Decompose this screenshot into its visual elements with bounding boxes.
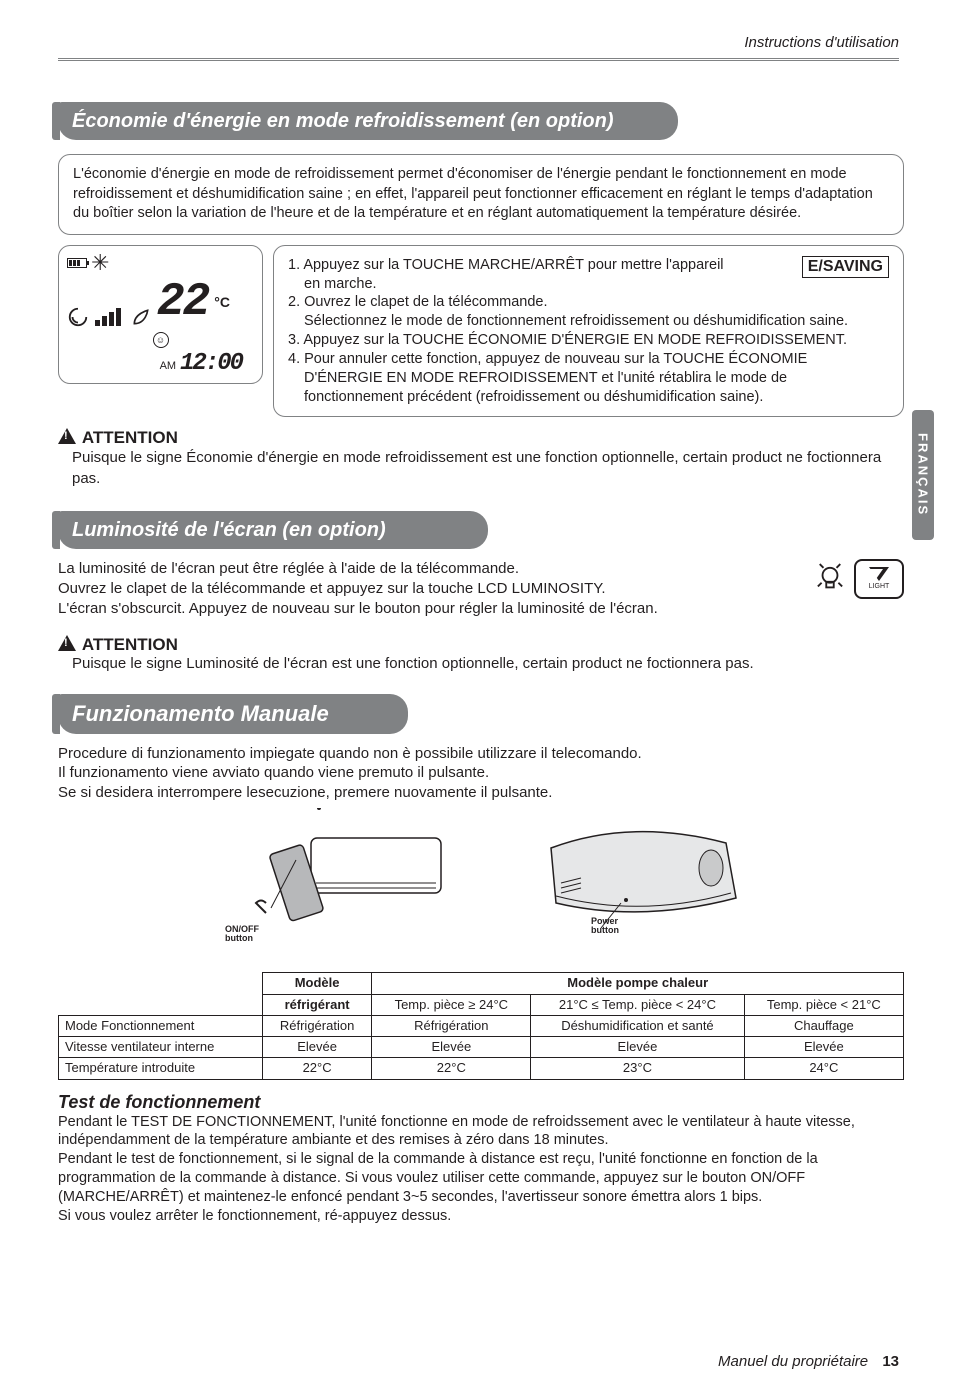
attention2-body: Puisque le signe Luminosité de l'écran e…	[58, 655, 904, 672]
section1-title: Économie d'énergie en mode refroidisseme…	[58, 102, 678, 140]
footer-text: Manuel du propriétaire	[718, 1353, 868, 1370]
r1-label: Mode Fonctionnement	[59, 1015, 263, 1036]
footer-page-number: 13	[882, 1353, 899, 1370]
header-doc-title: Instructions d'utilisation	[744, 34, 899, 51]
step2-line2: Sélectionnez le mode de fonctionnement r…	[288, 312, 889, 331]
attention2-title: ATTENTION	[82, 635, 178, 654]
attention2-heading: ATTENTION	[58, 634, 904, 655]
signal-bars-icon	[95, 306, 125, 328]
th-c1: Temp. pièce ≥ 24°C	[372, 994, 531, 1015]
battery-icon	[67, 258, 87, 268]
r3-v0: 22°C	[262, 1058, 372, 1079]
unit-image-2: Power button	[511, 808, 751, 958]
unit2-label-l2: button	[591, 926, 619, 936]
step4-line2: D'ÉNERGIE EN MODE REFROIDISSEMENT et l'u…	[288, 369, 889, 388]
bulb-icon	[816, 560, 844, 598]
section3-title: Funzionamento Manuale	[58, 694, 408, 734]
modes-table: Modèle Modèle pompe chaleur réfrigérant …	[58, 972, 904, 1079]
unit1-label: ON/OFF button	[225, 925, 259, 945]
r2-v3: Elevée	[744, 1037, 903, 1058]
remote-display: ✳ 22 °C ☺ AM 12:00	[58, 245, 263, 384]
r3-label: Température introduite	[59, 1058, 263, 1079]
r3-v1: 22°C	[372, 1058, 531, 1079]
smiley-icon: ☺	[153, 332, 169, 348]
s3-p3: Se si desidera interrompere lesecuzione,…	[58, 783, 904, 803]
th-c2: 21°C ≤ Temp. pièce < 24°C	[531, 994, 744, 1015]
unit2-label: Power button	[591, 917, 619, 937]
remote-line4: AM 12:00	[67, 350, 254, 377]
r2-v2: Elevée	[531, 1037, 744, 1058]
light-button-label: LIGHT	[869, 583, 890, 590]
light-icons: LIGHT	[816, 559, 904, 599]
step1-line1: 1. Appuyez sur la TOUCHE MARCHE/ARRÊT po…	[288, 256, 788, 275]
footer: Manuel du propriétaire 13	[718, 1353, 899, 1370]
test-p3: Si vous voulez arrêter le fonctionnement…	[58, 1207, 904, 1226]
s3-p2: Il funzionamento viene avviato quando vi…	[58, 763, 904, 783]
r2-v1: Elevée	[372, 1037, 531, 1058]
th-pump: Modèle pompe chaleur	[372, 973, 904, 994]
step3-line1: 3. Appuyez sur la TOUCHE ÉCONOMIE D'ÉNER…	[288, 331, 889, 350]
remote-line2: 22 °C	[67, 276, 254, 328]
table-row: Mode Fonctionnement Réfrigération Réfrig…	[59, 1015, 904, 1036]
table-row: Température introduite 22°C 22°C 23°C 24…	[59, 1058, 904, 1079]
page-content: Économie d'énergie en mode refroidisseme…	[58, 102, 904, 1226]
attention1-title: ATTENTION	[82, 428, 178, 447]
table-header-row-1: Modèle Modèle pompe chaleur	[59, 973, 904, 994]
remote-temp: 22	[157, 276, 208, 328]
remote-ampm: AM	[160, 360, 177, 372]
section2-title: Luminosité de l'écran (en option)	[58, 511, 488, 549]
leaf-icon	[131, 306, 151, 328]
r1-v1: Réfrigération	[372, 1015, 531, 1036]
section1-row: ✳ 22 °C ☺ AM 12:00 1. Appuyez sur la TOU…	[58, 245, 904, 418]
snowflake-icon: ✳	[91, 252, 109, 274]
test-title: Test de fonctionnement	[58, 1092, 904, 1113]
s2-p3: L'écran s'obscurcit. Appuyez de nouveau …	[58, 599, 658, 619]
r2-label: Vitesse ventilateur interne	[59, 1037, 263, 1058]
attention1-body: Puisque le signe Économie d'énergie en m…	[58, 448, 904, 489]
section1-intro-box: L'économie d'énergie en mode de refroidi…	[58, 154, 904, 235]
th-refrig: réfrigérant	[262, 994, 372, 1015]
remote-line1: ✳	[67, 252, 254, 274]
light-button: LIGHT	[854, 559, 904, 599]
r2-v0: Elevée	[262, 1037, 372, 1058]
test-p2: Pendant le test de fonctionnement, si le…	[58, 1150, 904, 1207]
steps-box: 1. Appuyez sur la TOUCHE MARCHE/ARRÊT po…	[273, 245, 904, 418]
s2-p1: La luminosité de l'écran peut être réglé…	[58, 559, 658, 579]
remote-line3: ☺	[67, 330, 254, 348]
th-c3: Temp. pièce < 21°C	[744, 994, 903, 1015]
r1-v0: Réfrigération	[262, 1015, 372, 1036]
unit-images-row: ON/OFF button Power button	[58, 808, 904, 958]
table-row: Vitesse ventilateur interne Elevée Elevé…	[59, 1037, 904, 1058]
step2-line1: 2. Ouvrez le clapet de la télécommande.	[288, 293, 889, 312]
language-tab: FRANÇAIS	[912, 410, 934, 540]
esaving-button-label: E/SAVING	[802, 256, 889, 278]
warning-icon	[58, 635, 76, 651]
r3-v3: 24°C	[744, 1058, 903, 1079]
step4-line1: 4. Pour annuler cette fonction, appuyez …	[288, 350, 889, 369]
step4-line3: fonctionnement précédent (refroidissemen…	[288, 388, 889, 407]
warning-icon	[58, 428, 76, 444]
test-p1: Pendant le TEST DE FONCTIONNEMENT, l'uni…	[58, 1113, 904, 1151]
section2-row: La luminosité de l'écran peut être réglé…	[58, 559, 904, 620]
r3-v2: 23°C	[531, 1058, 744, 1079]
r1-v3: Chauffage	[744, 1015, 903, 1036]
th-modele: Modèle	[262, 973, 372, 994]
language-tab-label: FRANÇAIS	[916, 433, 931, 516]
s3-p1: Procedure di funzionamento impiegate qua…	[58, 744, 904, 764]
r1-v2: Déshumidification et santé	[531, 1015, 744, 1036]
swirl-icon	[67, 306, 89, 328]
s2-p2: Ouvrez le clapet de la télécommande et a…	[58, 579, 658, 599]
header-divider	[58, 58, 899, 61]
attention1-heading: ATTENTION	[58, 427, 904, 448]
remote-time: 12:00	[180, 350, 242, 377]
remote-temp-unit: °C	[214, 294, 230, 310]
unit1-label-l2: button	[225, 934, 259, 944]
unit-image-1: ON/OFF button	[211, 808, 451, 958]
step1-line2: en marche.	[288, 275, 788, 294]
